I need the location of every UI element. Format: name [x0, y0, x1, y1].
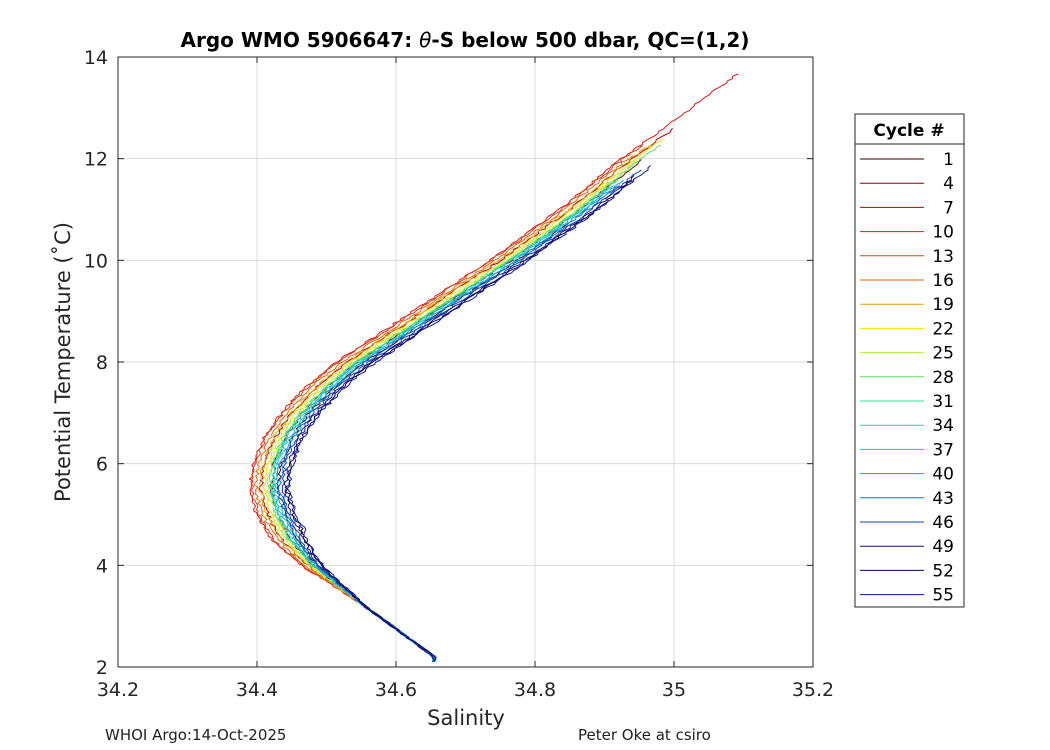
y-tick-label: 14 [84, 47, 108, 69]
legend-label-cycle-31: 31 [932, 392, 954, 412]
footer-source: WHOI Argo:14-Oct-2025 [105, 726, 287, 744]
y-axis-label: Potential Temperature (˚C) [51, 222, 75, 502]
legend-label-cycle-22: 22 [932, 319, 954, 339]
legend-label-cycle-37: 37 [932, 440, 954, 460]
legend-label-cycle-40: 40 [932, 465, 954, 485]
profile-line-cycle-10 [249, 73, 739, 663]
legend-box [854, 113, 965, 608]
legend-label-cycle-28: 28 [932, 368, 954, 388]
legend-label-cycle-34: 34 [932, 416, 954, 436]
chart-title: Argo WMO 5906647: θ-S below 500 dbar, QC… [181, 28, 750, 52]
profile-line-cycle-16 [253, 155, 633, 660]
grid-lines [117, 56, 814, 668]
legend-label-cycle-7: 7 [943, 198, 954, 218]
x-tick-label: 34.4 [236, 679, 278, 701]
legend-label-cycle-16: 16 [932, 271, 954, 291]
y-tick-label: 10 [84, 250, 108, 272]
footer-author: Peter Oke at csiro [578, 726, 711, 744]
x-tick-label: 35.2 [792, 679, 834, 701]
legend-label-cycle-4: 4 [943, 174, 954, 194]
x-tick-label: 34.6 [375, 679, 417, 701]
y-tick-label: 4 [96, 555, 108, 577]
profile-line-cycle-22 [263, 138, 664, 661]
legend-label-cycle-10: 10 [932, 223, 954, 243]
legend-label-cycle-49: 49 [932, 537, 954, 557]
profile-lines [249, 73, 739, 663]
legend-label-cycle-52: 52 [932, 561, 954, 581]
legend-label-cycle-46: 46 [932, 513, 954, 533]
profile-line-cycle-25 [265, 159, 637, 659]
y-tick-label: 12 [84, 149, 108, 171]
y-tick-label: 2 [96, 657, 108, 679]
profile-line-cycle-46 [281, 169, 642, 663]
legend-title: Cycle # [873, 121, 944, 141]
axis-ticks: 34.2 34.4 34.6 34.8 35 35.2 2 4 6 8 10 12 14 [84, 47, 834, 701]
x-tick-label: 34.2 [97, 679, 139, 701]
legend-label-cycle-25: 25 [932, 344, 954, 364]
x-axis-label: Salinity [427, 706, 505, 730]
legend-label-cycle-1: 1 [943, 150, 954, 170]
legend-label-cycle-19: 19 [932, 295, 954, 315]
legend: Cycle # 1 4 7 10 13 16 19 22 25 28 31 34 37 40 43 46 49 5… [854, 113, 965, 608]
profile-line-cycle-55 [286, 165, 652, 663]
legend-label-cycle-43: 43 [932, 489, 954, 509]
legend-label-cycle-13: 13 [932, 247, 954, 267]
y-tick-label: 8 [96, 352, 108, 374]
y-tick-label: 6 [96, 454, 108, 476]
profile-line-cycle-40 [274, 179, 624, 661]
x-tick-label: 34.8 [514, 679, 556, 701]
legend-label-cycle-55: 55 [932, 586, 954, 606]
x-tick-label: 35 [662, 679, 686, 701]
